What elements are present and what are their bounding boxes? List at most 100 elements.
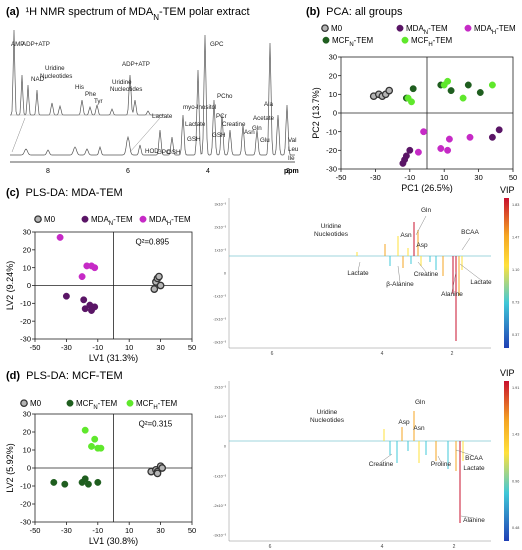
scatter-point-MCFN-TEM — [447, 87, 455, 95]
y-tick-label: 20 — [23, 245, 31, 254]
legend-entry: MDAH-TEM — [149, 215, 191, 227]
x-tick-label: -50 — [30, 526, 41, 535]
vip-y-tick-label: 2x10⁻³ — [214, 386, 226, 390]
vip-x-tick-label: 6 — [269, 544, 272, 550]
nmr-peak-label: GPC — [157, 149, 171, 156]
vip-metabolite-label: Lactate — [347, 270, 369, 277]
scatter-point-MDAN-TEM — [495, 126, 503, 134]
nmr-spectrum — [9, 29, 295, 163]
vip-leader-line — [437, 455, 442, 463]
nmr-peak-label: ADP+ATP — [22, 41, 50, 48]
vip-metabolite-label: Uridine — [317, 409, 338, 416]
nmr-peak-label: Glu — [260, 137, 270, 144]
legend-entry: MCFN-TEM — [76, 399, 118, 411]
scatter-point-MDAN-TEM — [81, 305, 89, 313]
vip-metabolite-label: Asp — [398, 419, 410, 426]
vip-leader-line — [357, 261, 361, 272]
x-tick-label: -50 — [30, 343, 41, 352]
scatter-point-MCFN-TEM — [476, 89, 484, 96]
vip-metabolite-label: Asn — [413, 425, 425, 432]
vip-metabolite-label: Gln — [415, 399, 426, 406]
nmr-peak-label: HOD — [145, 148, 159, 155]
scatter-point-MDAH-TEM — [444, 146, 452, 154]
vip-y-tick-label: 0 — [224, 445, 226, 449]
scatter-point-MDAH-TEM — [56, 233, 64, 241]
vip-metabolite-label: Nucleotides — [314, 231, 349, 238]
y-tick-label: 0 — [27, 464, 31, 473]
y-tick-label: -10 — [20, 299, 31, 308]
vip-colorbar-tick: 1.91 — [512, 386, 519, 390]
spectrum-lower-trace — [10, 34, 295, 156]
vip-y-tick-label: -1x10⁻³ — [213, 474, 227, 478]
scatter-point-MCFN-TEM — [84, 480, 92, 488]
legend-entry: MCFH-TEM — [136, 399, 178, 411]
legend-entry: MDAN-TEM — [406, 24, 448, 36]
panel-a-title: (a) ¹H NMR spectrum of MDAN-TEM polar ex… — [6, 6, 250, 22]
zoom-guide-right — [129, 117, 161, 153]
scatter-point-MDAN-TEM — [406, 146, 414, 154]
nmr-peak-label: Uridine — [45, 65, 65, 72]
vip-colorbar-tick: 0.37 — [512, 333, 519, 337]
x-axis-label: LV1 (31.3%) — [89, 353, 138, 363]
scatter-point-M0 — [158, 464, 167, 472]
scatter-point-MDAH-TEM — [420, 128, 428, 136]
legend-marker — [66, 399, 74, 407]
vip-colorbar-tick: 1.83 — [512, 203, 519, 207]
vip-colorbar-tick: 0.96 — [512, 479, 519, 483]
nmr-peak-label: Ile — [288, 155, 295, 162]
scatter-point-MCFN-TEM — [94, 478, 102, 486]
x-tick-label: -10 — [92, 526, 103, 535]
vip-leader-line — [397, 265, 401, 283]
x-axis-label: PC1 (26.5%) — [401, 183, 453, 193]
panel-b-title: (b) PCA: all groups — [306, 6, 403, 18]
nmr-peak-label: Creatine — [222, 121, 246, 128]
y-tick-label: 0 — [27, 281, 31, 290]
vip-leader-line — [417, 261, 427, 273]
y-axis-label: LV2 (5.92%) — [5, 443, 15, 492]
nmr-peak-label: Lactate — [185, 121, 206, 128]
scatter-point-MCFH-TEM — [488, 81, 496, 89]
vip-metabolite-label: β-Alanine — [386, 281, 414, 288]
scatter-point-MCFH-TEM — [459, 94, 467, 102]
vip-leader-line — [461, 237, 471, 251]
y-tick-label: 20 — [329, 71, 337, 80]
x-tick-label: 30 — [156, 526, 164, 535]
scatter-point-MCFN-TEM — [50, 478, 58, 486]
scatter-point-MDAH-TEM — [437, 145, 445, 152]
vip-y-tick-label: -3x10⁻³ — [213, 341, 227, 345]
vip-metabolite-label: Lactate — [463, 465, 485, 472]
vip-metabolite-label: Lactate — [470, 279, 492, 286]
y-tick-label: -10 — [20, 482, 31, 491]
nmr-peak-label: Leu — [288, 146, 299, 153]
zoom-guide-left — [11, 117, 26, 153]
nmr-peak-label: AMP — [11, 41, 24, 48]
legend-entry: MCFN-TEM — [332, 36, 374, 48]
legend-entry: MDAH-TEM — [474, 24, 516, 36]
scatter-point-M0 — [153, 469, 162, 478]
y-axis-label: LV2 (9.24%) — [5, 261, 15, 310]
x-tick-label: 10 — [440, 173, 448, 182]
vip-y-tick-label: 1x10⁻³ — [214, 415, 226, 419]
nmr-peak-label: Val — [288, 137, 296, 144]
legend-marker — [464, 24, 472, 32]
nmr-peak-label: Gln — [252, 125, 262, 132]
vip-leader-line — [455, 449, 475, 457]
scatter-point-M0 — [385, 86, 394, 95]
scatter-point-M0 — [156, 281, 165, 290]
legend-marker — [126, 399, 134, 407]
legend-marker — [321, 24, 329, 33]
vip-metabolite-label: Alanine — [441, 291, 463, 298]
scatter-point-MCFH-TEM — [97, 444, 105, 452]
ppm-tick-label: ppm — [284, 168, 299, 175]
vip-metabolite-label: Alanine — [463, 517, 485, 524]
vip-colorbar-tick: 0.48 — [512, 526, 519, 530]
vip-loadings-mcf: 2x10⁻³ 1x10⁻³ 0 -1x10⁻³ -2x10⁻³ -3x10⁻³ 6 4 2 VIP… — [213, 368, 519, 550]
x-tick-label: 50 — [188, 526, 196, 535]
scatter-point-MDAH-TEM — [466, 133, 474, 141]
scatter-point-MDAN-TEM — [91, 303, 99, 311]
vip-loadings-mda: 3x10⁻³ 2x10⁻³ 1x10⁻³ 0 -1x10⁻³ -2x10⁻³ -3x10⁻³… — [213, 185, 519, 357]
scatter-point-MCFN-TEM — [409, 85, 417, 93]
panel-c-title: (c) PLS-DA: MDA-TEM — [6, 187, 123, 199]
